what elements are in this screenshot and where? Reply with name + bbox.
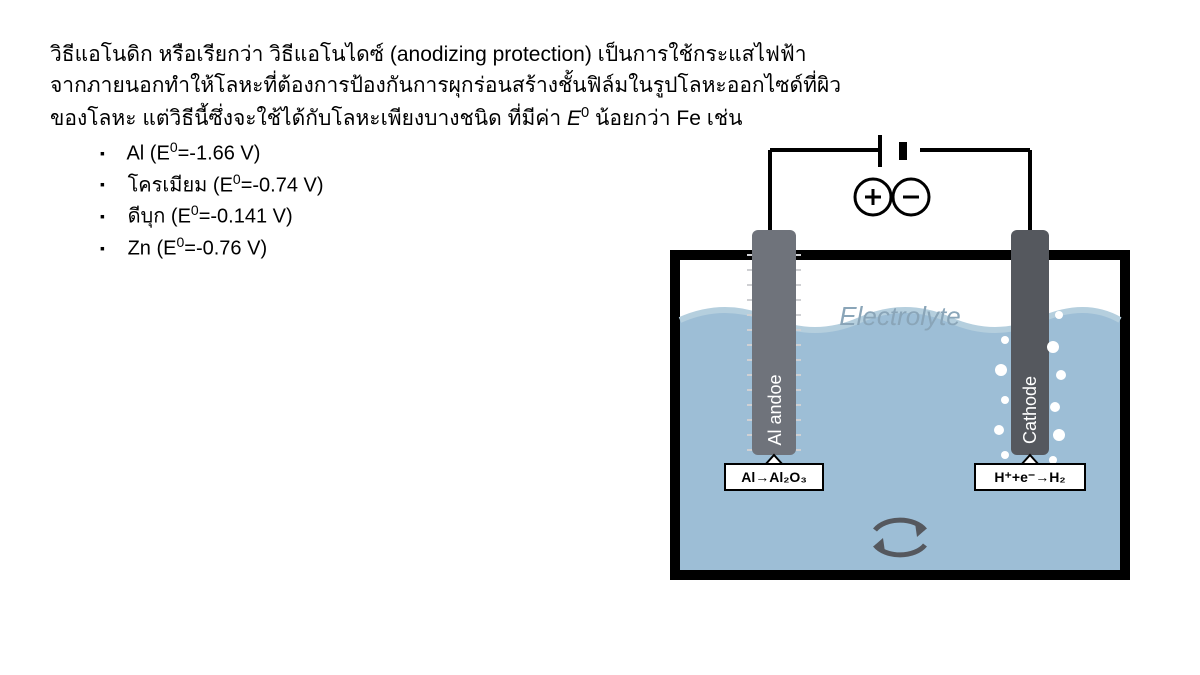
e-super: 0 — [191, 202, 199, 218]
e-symbol: E — [178, 206, 191, 228]
cathode-reaction-text: H⁺+e⁻→H₂ — [994, 469, 1065, 485]
para3-b: น้อยกว่า Fe เช่น — [589, 107, 742, 130]
cathode-electrode: Cathode — [1011, 230, 1049, 455]
para-line-1: วิธีแอโนดิก หรือเรียกว่า วิธีแอโนไดซ์ (a… — [50, 40, 1150, 69]
anode-reaction-text: Al→Al₂O₃ — [741, 469, 807, 485]
metal-name: ดีบุก — [128, 206, 166, 228]
metal-name: Al — [126, 143, 144, 165]
e-super: 0 — [233, 171, 241, 187]
anode-electrode: Al andoe — [747, 230, 801, 455]
para-line-3: ของโลหะ แต่วิธีนี้ซึ่งจะใช้ได้กับโลหะเพี… — [50, 103, 1150, 133]
e-super: 0 — [581, 105, 589, 121]
anode-label: Al andoe — [765, 374, 785, 445]
metal-value: =-0.74 V — [241, 174, 317, 196]
e-super: 0 — [170, 139, 178, 155]
e-symbol: E — [567, 107, 581, 130]
anodizing-diagram: Al andoe Cathode Electrolyte Al→Al₂O₃ — [655, 135, 1145, 595]
metal-value: =-0.141 V — [199, 206, 286, 228]
metal-name: โครเมียม — [128, 174, 208, 196]
para-line-2: จากภายนอกทำให้โลหะที่ต้องการป้องกันการผุ… — [50, 71, 1150, 100]
metal-value: =-1.66 V — [178, 143, 254, 165]
cathode-label: Cathode — [1020, 376, 1040, 444]
metal-value: =-0.76 V — [184, 238, 260, 260]
metal-name: Zn — [128, 238, 151, 260]
electrolyte-label: Electrolyte — [839, 301, 960, 331]
e-symbol: E — [163, 238, 176, 260]
e-symbol: E — [220, 174, 233, 196]
para3-a: ของโลหะ แต่วิธีนี้ซึ่งจะใช้ได้กับโลหะเพี… — [50, 107, 567, 130]
e-symbol: E — [156, 143, 169, 165]
